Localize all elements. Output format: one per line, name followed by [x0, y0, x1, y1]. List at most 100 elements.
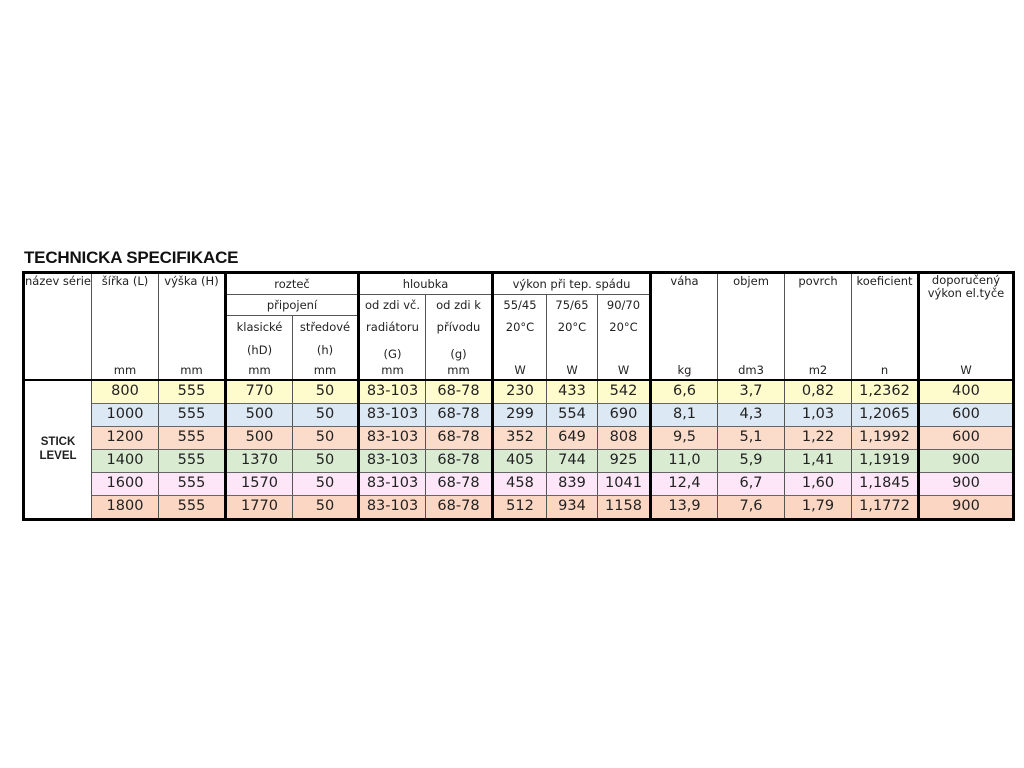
header-G: (G)	[357, 338, 426, 361]
table-cell: 5,9	[717, 448, 785, 473]
table-cell: 1,2362	[851, 379, 919, 404]
table-cell: 1000	[91, 402, 159, 427]
table-row: 1800 555 1770 50 83-103 68-78 512 934 1158 13,9 7,…	[24, 494, 1014, 520]
header-povrch: povrch	[784, 272, 852, 361]
table-cell: 555	[158, 448, 226, 473]
table-cell: 1800	[91, 494, 159, 520]
unit-label: W	[491, 360, 547, 381]
table-cell: 433	[546, 379, 598, 404]
table-cell: 50	[292, 402, 359, 427]
table-cell: 83-103	[357, 448, 426, 473]
table-cell: 68-78	[425, 448, 493, 473]
unit-label: mm	[224, 360, 293, 381]
table-row: STICK LEVEL 800 555 770 50 83-103 68-78 230 433 5…	[23, 379, 1014, 520]
table-cell: 1570	[224, 471, 293, 496]
header-roztec: rozteč	[224, 272, 359, 295]
table-cell: 925	[597, 448, 651, 473]
header-g: (g)	[425, 338, 493, 361]
table-cell: 7,6	[717, 494, 785, 520]
table-cell: 50	[292, 494, 359, 520]
table-cell: 1200	[91, 425, 159, 450]
header-t3: 90/70	[597, 294, 651, 316]
table-cell: 68-78	[425, 402, 493, 427]
table-cell: 555	[158, 379, 226, 404]
table-cell: 230	[491, 379, 547, 404]
header-doporuceny: doporučený výkon el.tyče	[917, 272, 1014, 361]
header-nazev: název série	[23, 272, 92, 361]
table-cell: 1,2065	[851, 402, 919, 427]
table-cell: 542	[597, 379, 651, 404]
unit-label: mm	[158, 360, 226, 381]
unit-label: W	[917, 360, 1014, 381]
table-cell: 458	[491, 471, 547, 496]
header-od-zdi-vc: od zdi vč.	[357, 294, 426, 316]
table-cell: 1,41	[784, 448, 852, 473]
table-cell: 839	[546, 471, 598, 496]
unit-label: m2	[784, 360, 852, 381]
table-cell: 512	[491, 494, 547, 520]
unit-label: W	[546, 360, 598, 381]
table-cell: 5,1	[717, 425, 785, 450]
table-cell: 555	[158, 494, 226, 520]
table-cell: 0,82	[784, 379, 852, 404]
table-cell: 83-103	[357, 494, 426, 520]
unit-label: kg	[649, 360, 718, 381]
table-cell: 83-103	[357, 402, 426, 427]
table-cell: 554	[546, 402, 598, 427]
header-temp-3: 20°C	[597, 315, 651, 339]
table-cell: 500	[224, 425, 293, 450]
table-cell: 800	[91, 379, 159, 404]
table-cell: 934	[546, 494, 598, 520]
table-cell: 1,60	[784, 471, 852, 496]
header-koeficient: koeficient	[851, 272, 919, 361]
table-cell: 900	[917, 448, 1014, 473]
table-cell: 690	[597, 402, 651, 427]
table-cell: 12,4	[649, 471, 718, 496]
table-cell: 1770	[224, 494, 293, 520]
header-temp-2: 20°C	[546, 315, 598, 339]
table-cell: 555	[158, 402, 226, 427]
table-cell: 50	[292, 379, 359, 404]
table-cell: 555	[158, 471, 226, 496]
table-cell: 68-78	[425, 471, 493, 496]
header-vyska: výška (H)	[158, 272, 226, 361]
table-cell: 6,6	[649, 379, 718, 404]
table-row: 1600 555 1570 50 83-103 68-78 458 839 1041 12,4 6,…	[24, 471, 1014, 496]
header-temp-1: 20°C	[491, 315, 547, 339]
table-cell: 900	[917, 471, 1014, 496]
header-pripojeni: připojení	[224, 294, 359, 316]
table-cell: 1,03	[784, 402, 852, 427]
header-hloubka: hloubka	[357, 272, 493, 295]
header-t2: 75/65	[546, 294, 598, 316]
table-cell: 1158	[597, 494, 651, 520]
table-cell: 744	[546, 448, 598, 473]
table-cell: 83-103	[357, 425, 426, 450]
table-cell: 68-78	[425, 494, 493, 520]
table-cell: 1600	[91, 471, 159, 496]
header-sirka: šířka (L)	[91, 272, 159, 361]
unit-label: mm	[292, 360, 359, 381]
header-od-zdi-k: od zdi k	[425, 294, 493, 316]
table-cell: 808	[597, 425, 651, 450]
unit-label: mm	[425, 360, 493, 381]
table-cell: 50	[292, 448, 359, 473]
table-cell: 1,1772	[851, 494, 919, 520]
table-cell: 299	[491, 402, 547, 427]
table-cell: 400	[917, 379, 1014, 404]
table-cell: 50	[292, 425, 359, 450]
table-cell: 4,3	[717, 402, 785, 427]
table-cell: 1041	[597, 471, 651, 496]
unit-label: W	[597, 360, 651, 381]
table-row: 1400 555 1370 50 83-103 68-78 405 744 925 11,0 5,9…	[24, 448, 1014, 473]
table-cell: 68-78	[425, 425, 493, 450]
table-cell: 8,1	[649, 402, 718, 427]
table-cell: 649	[546, 425, 598, 450]
header-t1: 55/45	[491, 294, 547, 316]
header-stredove: středové	[292, 315, 359, 339]
table-row: 1200 555 500 50 83-103 68-78 352 649 808 9,5 5,1 1,…	[24, 425, 1014, 450]
table-cell: 6,7	[717, 471, 785, 496]
unit-blank	[23, 360, 92, 381]
table-cell: 1,1845	[851, 471, 919, 496]
table-cell: 9,5	[649, 425, 718, 450]
table-cell: 3,7	[717, 379, 785, 404]
